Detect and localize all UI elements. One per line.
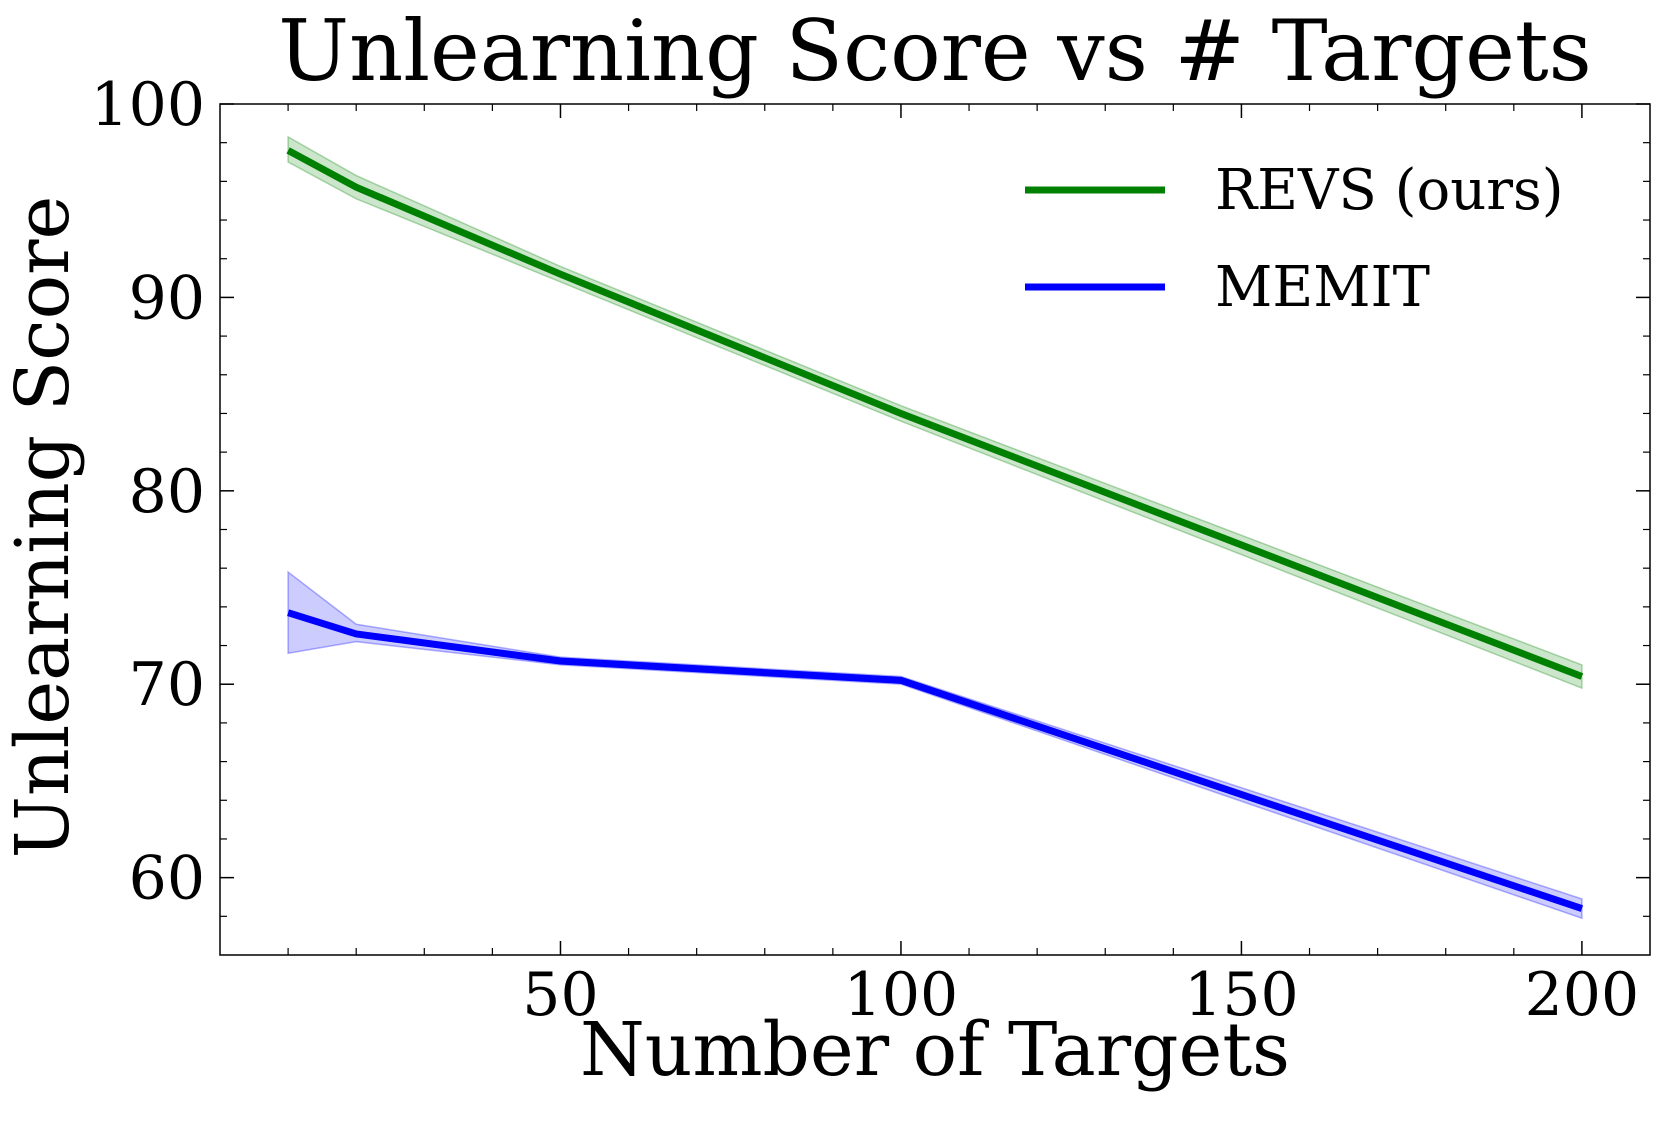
- x-tick-label: 100: [844, 960, 959, 1030]
- plot-area: 50 100 150 200 60 70 80 90 100: [90, 70, 1651, 1030]
- x-tick-label: 150: [1184, 960, 1299, 1030]
- legend-label-0: REVS (ours): [1215, 158, 1564, 223]
- x-tick-label: 200: [1525, 960, 1640, 1030]
- x-axis-label: Number of Targets: [580, 1007, 1290, 1093]
- series-line-1: [287, 609, 1584, 912]
- x-tick-label: 50: [522, 960, 598, 1030]
- legend: REVS (ours) MEMIT: [1025, 158, 1564, 320]
- y-tick-label: 100: [90, 70, 205, 140]
- chart-title: Unlearning Score vs # Targets: [278, 2, 1591, 100]
- y-tick-label: 60: [129, 844, 205, 914]
- y-tick-label: 70: [129, 650, 205, 720]
- confidence-band-1: [287, 570, 1583, 920]
- plot-frame: [219, 103, 1651, 956]
- y-tick-label: 90: [129, 263, 205, 333]
- legend-label-1: MEMIT: [1215, 255, 1430, 320]
- y-axis-label: Unlearning Score: [0, 196, 86, 859]
- y-tick-label: 80: [129, 457, 205, 527]
- series-line-0: [286, 147, 1584, 680]
